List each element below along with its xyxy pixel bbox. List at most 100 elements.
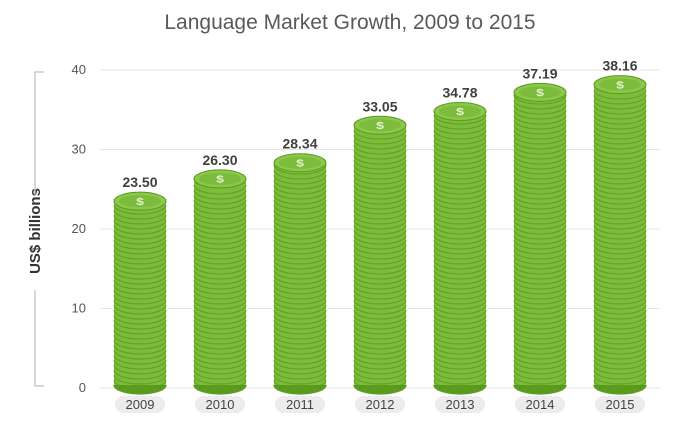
- x-tick-pill: [435, 396, 485, 413]
- coin-edge: [273, 324, 327, 335]
- coin-edge: [433, 189, 487, 200]
- coin-edge: [433, 139, 487, 150]
- coin-edge: [593, 154, 647, 165]
- coin-edge: [193, 234, 247, 245]
- coin-edge-bottom: [593, 384, 647, 395]
- coin-edge: [353, 184, 407, 195]
- coin-edge: [193, 269, 247, 280]
- coin-edge: [593, 239, 647, 250]
- coin-edge: [433, 349, 487, 360]
- coin-edge: [353, 164, 407, 175]
- coin-edge: [113, 374, 167, 385]
- coin-edge: [273, 284, 327, 295]
- coin-edge: [513, 129, 567, 140]
- coin-edge: [113, 209, 167, 220]
- coin-edge: [353, 334, 407, 345]
- coin-edge: [593, 269, 647, 280]
- coin-edge: [353, 339, 407, 350]
- coin-edge: [433, 169, 487, 180]
- y-tick-labels: 0 10 20 30 40: [72, 62, 86, 395]
- coin-edge: [353, 194, 407, 205]
- coin-edge: [593, 174, 647, 185]
- coin-edge: [593, 234, 647, 245]
- coin-edge: [433, 279, 487, 290]
- x-tick-labels: 2009 2010 2011 2012 2013 2014 2015: [115, 396, 645, 413]
- coin-edge: [513, 124, 567, 135]
- coin-edge-bottom: [353, 384, 407, 395]
- coin-edge: [513, 219, 567, 230]
- coin-edge: [353, 169, 407, 180]
- coin-edge: [593, 99, 647, 110]
- coin-edge: [113, 319, 167, 330]
- coin-edge: [353, 159, 407, 170]
- coin-edge: [273, 249, 327, 260]
- coin-edge: [353, 249, 407, 260]
- coin-edge: [193, 229, 247, 240]
- coin-edge: [273, 259, 327, 270]
- coin-edge: [513, 149, 567, 160]
- coin-edge: [433, 229, 487, 240]
- coin-edge: [193, 194, 247, 205]
- coin-edge: [353, 319, 407, 330]
- coin-edge: [113, 289, 167, 300]
- coin-edge: [593, 124, 647, 135]
- coin-edge: [353, 274, 407, 285]
- coin-edge: [433, 314, 487, 325]
- coin-edge: [193, 214, 247, 225]
- coin-edge: [353, 199, 407, 210]
- coin-edge: [273, 364, 327, 375]
- y-tick-label: 10: [72, 301, 86, 316]
- coin-edge: [353, 149, 407, 160]
- coin-edge: [593, 304, 647, 315]
- coin-edge: [513, 349, 567, 360]
- coin-edge: [273, 379, 327, 390]
- coin-edge: [353, 374, 407, 385]
- coin-edge: [593, 299, 647, 310]
- coin-edge: [433, 144, 487, 155]
- coin-edge: [433, 379, 487, 390]
- coin-top-inner: [519, 86, 561, 99]
- coin-edge: [353, 344, 407, 355]
- coin-edge: [513, 104, 567, 115]
- coin-edge: [593, 224, 647, 235]
- coin-edge: [593, 259, 647, 270]
- coin-edge: [433, 219, 487, 230]
- coin-edge: [513, 159, 567, 170]
- coin-edge: [273, 339, 327, 350]
- coin-edge: [193, 319, 247, 330]
- coin-edge: [273, 269, 327, 280]
- coin-edge: [513, 279, 567, 290]
- coin-edge: [353, 329, 407, 340]
- coin-edge: [113, 204, 167, 215]
- coin-edge: [273, 314, 327, 325]
- coin-edge: [513, 369, 567, 380]
- coin-edge: [593, 379, 647, 390]
- coin-edge: [433, 129, 487, 140]
- coin-top-inner: [439, 105, 481, 118]
- coin-edge: [113, 329, 167, 340]
- coin-edge: [593, 374, 647, 385]
- coin-top-inner: [199, 172, 241, 185]
- y-axis-bracket-top: [34, 71, 44, 195]
- coin-edge: [193, 349, 247, 360]
- coin-edge: [193, 354, 247, 365]
- coin-edge: [513, 134, 567, 145]
- coin-edge: [353, 264, 407, 275]
- coin-edge: [433, 369, 487, 380]
- coin-edge: [433, 234, 487, 245]
- coin-edge: [113, 344, 167, 355]
- coin-edge: [273, 254, 327, 265]
- coin-edge: [113, 339, 167, 350]
- coin-edge: [513, 264, 567, 275]
- coin-edge: [433, 374, 487, 385]
- coin-edge: [593, 149, 647, 160]
- coin-edge: [433, 204, 487, 215]
- coin-edge: [593, 274, 647, 285]
- coin-edge: [593, 359, 647, 370]
- coin-edge: [113, 369, 167, 380]
- coin-edge: [193, 289, 247, 300]
- coin-edge: [193, 284, 247, 295]
- coin-edge: [273, 164, 327, 175]
- coin-edge: [433, 294, 487, 305]
- x-tick-label-2013: 2013: [446, 397, 475, 412]
